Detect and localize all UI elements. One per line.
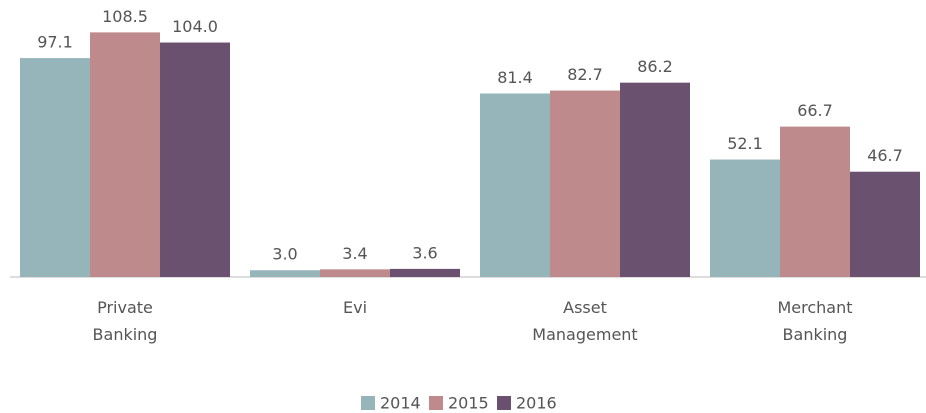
x-tick-label: Asset Management: [532, 298, 638, 344]
value-label: 108.5: [102, 7, 148, 26]
x-tick-label: Merchant Banking: [777, 298, 853, 344]
value-label: 66.7: [797, 101, 833, 120]
bar: [20, 58, 90, 278]
bar: [710, 159, 780, 277]
bar: [620, 82, 690, 278]
bar: [550, 90, 620, 277]
legend-label: 2014: [380, 394, 421, 413]
value-label: 3.4: [342, 244, 367, 263]
bar: [850, 171, 920, 277]
legend-swatch: [361, 396, 375, 410]
value-label: 46.7: [867, 146, 903, 165]
bar: [160, 42, 230, 278]
value-label: 104.0: [172, 17, 218, 36]
x-tick-label: Evi: [342, 298, 368, 317]
bar: [250, 270, 320, 277]
value-label: 3.0: [272, 245, 297, 264]
legend-swatch: [497, 396, 511, 410]
bar: [390, 268, 460, 277]
value-label: 3.6: [412, 243, 437, 262]
bar: [90, 32, 160, 277]
legend-label: 2015: [448, 394, 489, 413]
x-tick-label: Private Banking: [92, 298, 158, 344]
value-label: 81.4: [497, 68, 533, 87]
value-label: 86.2: [637, 57, 673, 76]
value-label: 97.1: [37, 33, 73, 52]
legend-label: 2016: [516, 394, 557, 413]
bar: [780, 126, 850, 277]
legend-swatch: [429, 396, 443, 410]
value-label: 82.7: [567, 65, 603, 84]
bar: [320, 269, 390, 277]
value-label: 52.1: [727, 134, 763, 153]
bar: [480, 93, 550, 277]
